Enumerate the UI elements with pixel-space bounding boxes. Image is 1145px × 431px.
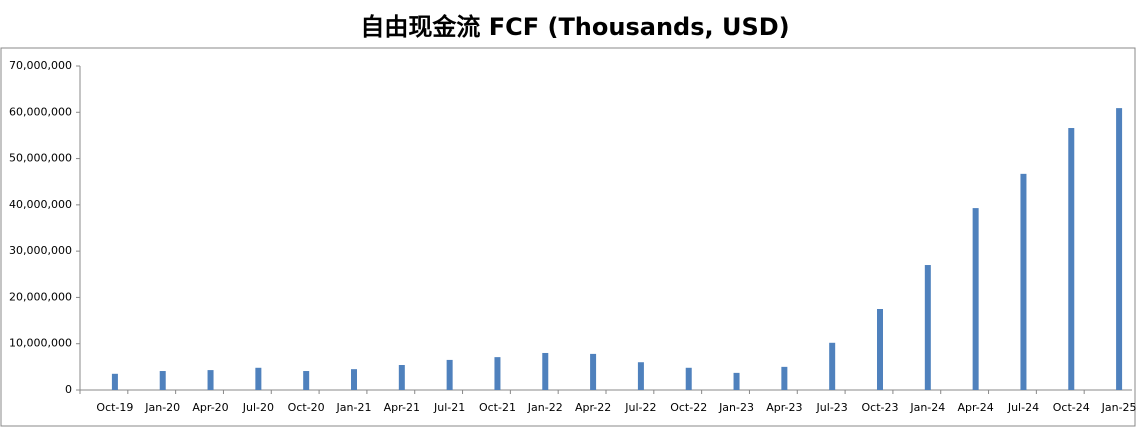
chart-title: 自由现金流 FCF (Thousands, USD) [360, 13, 789, 41]
bar [207, 370, 214, 390]
bar [1068, 128, 1075, 390]
bar [637, 362, 644, 390]
y-tick-label: 40,000,000 [9, 198, 72, 211]
bar [781, 366, 788, 390]
y-tick-label: 20,000,000 [9, 290, 72, 303]
x-tick-label: Oct-24 [1053, 401, 1090, 414]
x-tick-label: Jul-21 [433, 401, 465, 414]
bar [255, 367, 262, 390]
x-tick-label: Apr-22 [575, 401, 611, 414]
y-tick-label: 50,000,000 [9, 152, 72, 165]
bar [590, 353, 597, 390]
x-tick-label: Oct-20 [288, 401, 325, 414]
x-tick-label: Apr-21 [384, 401, 420, 414]
x-tick-label: Jan-20 [144, 401, 180, 414]
y-tick-label: 10,000,000 [9, 337, 72, 350]
x-tick-label: Jan-25 [1101, 401, 1137, 414]
x-tick-label: Oct-22 [670, 401, 707, 414]
x-tick-label: Jul-22 [624, 401, 656, 414]
bar [111, 373, 118, 390]
x-tick-label: Jul-24 [1007, 401, 1039, 414]
x-tick-label: Jan-22 [527, 401, 563, 414]
bar [685, 367, 692, 390]
y-tick-label: 60,000,000 [9, 105, 72, 118]
bar [542, 352, 549, 390]
bar [829, 342, 836, 390]
x-tick-label: Jan-24 [909, 401, 945, 414]
bar [351, 369, 357, 390]
bar [733, 372, 740, 390]
x-tick-label: Apr-24 [957, 401, 993, 414]
x-tick-label: Oct-23 [862, 401, 899, 414]
y-tick-label: 0 [65, 383, 72, 396]
x-tick-label: Jan-21 [336, 401, 372, 414]
x-tick-label: Apr-23 [766, 401, 802, 414]
bar [1116, 108, 1123, 391]
x-tick-label: Jan-23 [718, 401, 754, 414]
bar [877, 309, 883, 390]
bar [303, 371, 310, 390]
bar [398, 365, 405, 390]
bar [924, 265, 931, 390]
chart-frame [0, 47, 1136, 427]
bar [446, 359, 453, 390]
bar [972, 208, 979, 390]
bar [494, 357, 501, 390]
x-tick-label: Jul-20 [242, 401, 274, 414]
bar [159, 371, 166, 390]
x-tick-label: Apr-20 [192, 401, 228, 414]
y-tick-label: 70,000,000 [9, 59, 72, 72]
x-tick-label: Oct-21 [479, 401, 516, 414]
x-tick-label: Oct-19 [96, 401, 133, 414]
y-tick-label: 30,000,000 [9, 244, 72, 257]
bar [1020, 173, 1027, 390]
x-tick-label: Jul-23 [816, 401, 848, 414]
